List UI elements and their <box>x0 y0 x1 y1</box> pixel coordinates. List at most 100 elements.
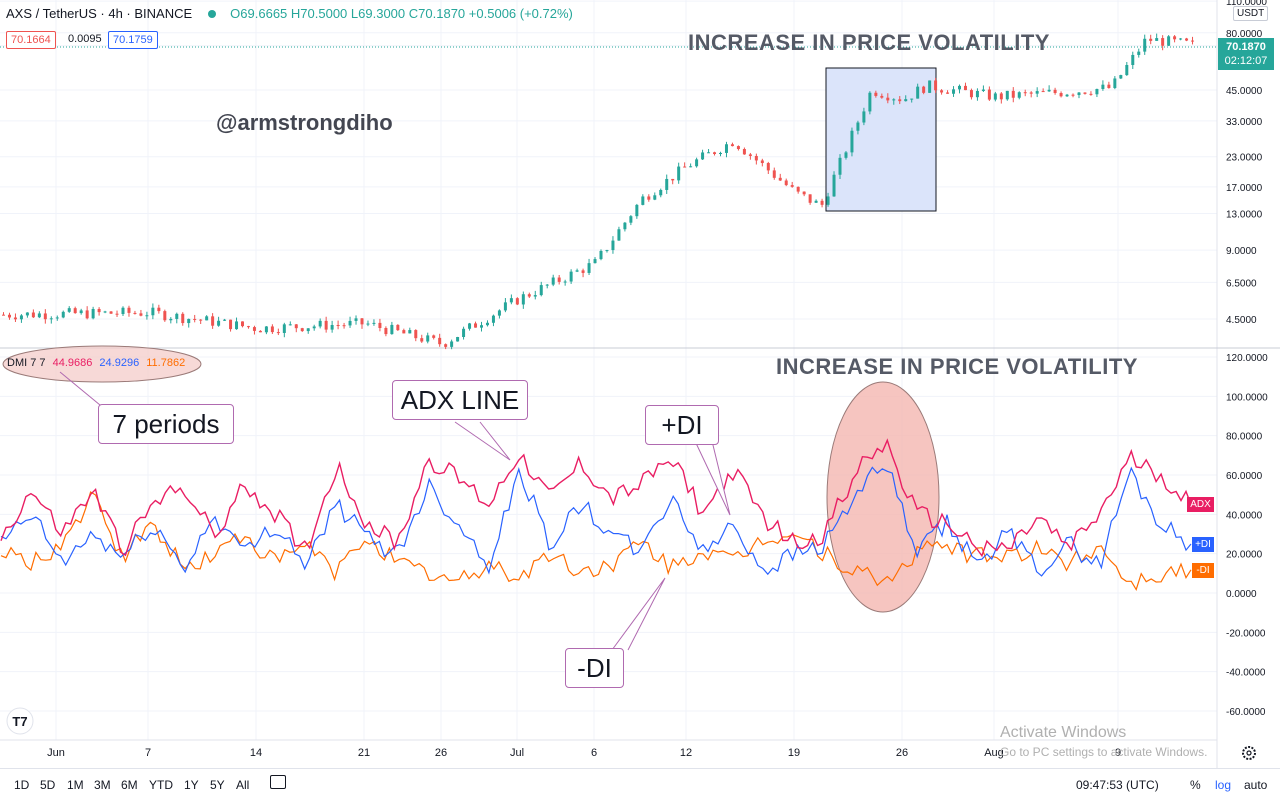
tradingview-logo-icon[interactable]: T7 <box>6 707 34 735</box>
candle-body <box>599 250 603 260</box>
timeframe-button-ytd[interactable]: YTD <box>149 778 173 792</box>
candle-body <box>790 185 794 187</box>
candle-body <box>671 178 675 181</box>
candle-body <box>372 322 376 324</box>
timeframe-button-1d[interactable]: 1D <box>14 778 30 792</box>
candle-body <box>384 327 388 335</box>
candle-body <box>342 325 346 327</box>
spread-value: 0.0095 <box>68 33 102 45</box>
dmi-legend-ellipse <box>2 345 202 383</box>
candle-body <box>1017 92 1021 98</box>
ohlc-values: O69.6665 H70.5000 L69.3000 C70.1870 +0.5… <box>230 6 573 21</box>
candle-body <box>963 85 967 91</box>
candle-body <box>766 163 770 171</box>
candle-body <box>300 328 304 332</box>
minus-di-line <box>0 491 1192 591</box>
candle-body <box>456 337 460 342</box>
candle-body <box>545 284 549 286</box>
candle-body <box>109 311 113 314</box>
candle-body <box>85 310 89 319</box>
candle-body <box>336 324 340 326</box>
candle-body <box>1059 93 1063 97</box>
candle-body <box>623 222 627 230</box>
candle-body <box>784 180 788 186</box>
bottom-toolbar: 1D 5D 1M 3M 6M YTD 1Y 5Y All 09:47:53 (UTC) % lo… <box>0 768 1280 801</box>
candle-body <box>13 317 17 320</box>
candle-body <box>1035 91 1039 94</box>
candle-body <box>814 200 818 203</box>
candle-body <box>187 318 191 324</box>
candle-body <box>354 318 358 321</box>
symbol-title[interactable]: AXS / TetherUS · 4h · BINANCE <box>6 6 193 21</box>
candle-body <box>820 200 824 205</box>
candle-body <box>617 229 621 241</box>
candle-body <box>49 318 53 320</box>
candle-body <box>474 323 478 328</box>
candle-body <box>503 302 507 311</box>
candle-body <box>856 122 860 131</box>
auto-toggle[interactable]: auto <box>1244 778 1268 792</box>
timeframe-button-all[interactable]: All <box>236 778 250 792</box>
candle-body <box>886 97 890 101</box>
dmi-tick-label: -20.0000 <box>1226 628 1266 639</box>
settings-gear-icon[interactable] <box>1242 746 1256 760</box>
time-tick-label: Aug <box>984 747 1004 759</box>
candle-body <box>199 319 203 321</box>
candle-body <box>426 335 430 342</box>
candle-body <box>378 322 382 328</box>
candle-body <box>438 337 442 345</box>
candle-body <box>1011 90 1015 98</box>
candle-body <box>312 326 316 329</box>
percent-toggle[interactable]: % <box>1190 778 1201 792</box>
adx-callout: ADX LINE <box>392 380 528 420</box>
candle-body <box>641 196 645 205</box>
bid-price-box[interactable]: 70.1664 <box>6 31 56 49</box>
candle-body <box>975 90 979 98</box>
candle-body <box>480 325 483 328</box>
candle-body <box>497 310 501 316</box>
candle-body <box>928 80 932 93</box>
candle-body <box>826 196 830 205</box>
candle-body <box>450 341 454 347</box>
candle-body <box>778 177 782 181</box>
candle-body <box>19 315 23 320</box>
time-tick-label: Jun <box>47 747 65 759</box>
candle-body <box>695 159 699 167</box>
candle-body <box>922 86 926 93</box>
candle-body <box>1191 40 1195 42</box>
dmi-legend[interactable]: DMI 7 7 44.9686 24.9296 11.7862 <box>7 357 186 369</box>
clock-display[interactable]: 09:47:53 (UTC) <box>1076 778 1159 792</box>
timeframe-button-6m[interactable]: 6M <box>121 778 138 792</box>
chart-canvas[interactable]: 4.5000 6.5000 9.0000 13.0000 17.0000 23.0000 3… <box>0 0 1280 768</box>
last-price-label: 70.1870 02:12:07 <box>1218 38 1274 70</box>
candlestick-series <box>2 33 1195 350</box>
candle-body <box>408 330 412 334</box>
svg-text:T7: T7 <box>12 714 27 729</box>
timeframe-button-1y[interactable]: 1Y <box>184 778 199 792</box>
candle-body <box>701 152 705 160</box>
candle-body <box>169 318 173 321</box>
candle-body <box>1173 36 1177 40</box>
timeframe-button-1m[interactable]: 1M <box>67 778 84 792</box>
candle-body <box>910 98 914 100</box>
candle-body <box>509 298 513 303</box>
candle-body <box>683 166 687 168</box>
candle-body <box>898 99 902 102</box>
ask-price-box[interactable]: 70.1759 <box>108 31 158 49</box>
candle-body <box>1161 38 1165 46</box>
date-range-icon[interactable] <box>270 775 286 789</box>
candle-body <box>396 324 400 331</box>
candle-body <box>276 332 280 334</box>
candle-body <box>563 281 567 283</box>
timeframe-button-5d[interactable]: 5D <box>40 778 56 792</box>
candle-body <box>258 330 262 333</box>
time-tick-label: 7 <box>145 747 151 759</box>
timeframe-button-3m[interactable]: 3M <box>94 778 111 792</box>
timeframe-button-5y[interactable]: 5Y <box>210 778 225 792</box>
log-toggle[interactable]: log <box>1215 778 1232 792</box>
minus-di-pointer <box>611 577 666 651</box>
candle-body <box>868 92 872 112</box>
dmi-axis-ticks: -60.0000 -40.0000 -20.0000 0.0000 20.0000 40.… <box>1226 353 1268 718</box>
candle-body <box>772 170 776 178</box>
currency-badge[interactable]: USDT <box>1233 6 1269 21</box>
